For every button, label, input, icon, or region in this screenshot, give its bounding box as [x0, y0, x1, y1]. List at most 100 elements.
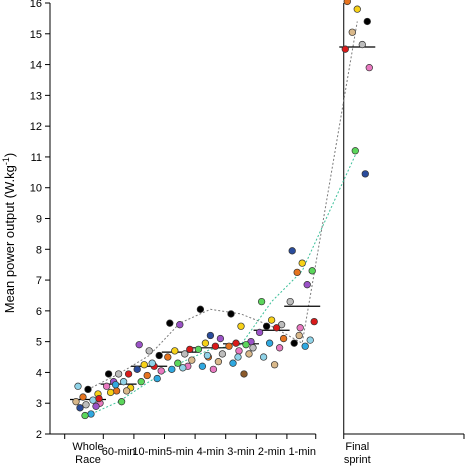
- x-tick-label: 60-min: [102, 446, 136, 458]
- data-point: [106, 388, 115, 397]
- data-point: [171, 347, 179, 355]
- x-tick-label: Final: [345, 441, 369, 453]
- data-point: [218, 350, 227, 358]
- data-point: [361, 170, 369, 178]
- y-tick-label: 5: [36, 337, 42, 349]
- x-tick-label: 2-min: [258, 446, 286, 458]
- data-point: [119, 378, 128, 386]
- x-tick-label: 1-min: [288, 446, 316, 458]
- data-point: [272, 324, 281, 332]
- data-point: [114, 370, 123, 378]
- data-point: [214, 358, 223, 366]
- data-point: [164, 353, 172, 361]
- data-point: [74, 382, 82, 390]
- data-point: [259, 353, 268, 361]
- data-point: [168, 365, 176, 374]
- y-tick-label: 12: [30, 121, 42, 133]
- data-point: [265, 339, 274, 347]
- data-point: [295, 331, 303, 340]
- data-point: [353, 5, 361, 13]
- data-point: [237, 322, 245, 330]
- data-point: [242, 341, 250, 349]
- data-point: [143, 371, 151, 380]
- data-point: [234, 353, 242, 361]
- data-point: [301, 342, 309, 350]
- data-point: [102, 382, 111, 390]
- y-tick-label: 6: [36, 306, 42, 318]
- data-point: [225, 342, 233, 350]
- data-point: [201, 339, 210, 347]
- data-point: [140, 361, 148, 369]
- data-point: [229, 359, 237, 367]
- x-tick-label: 10-min: [132, 446, 166, 458]
- trend-lines: [87, 21, 358, 416]
- data-point: [198, 362, 207, 370]
- data-point: [122, 387, 131, 395]
- y-tick-label: 10: [30, 183, 42, 195]
- data-point: [296, 324, 304, 332]
- data-point: [257, 297, 266, 306]
- data-point: [245, 350, 253, 358]
- data-point: [148, 359, 156, 367]
- y-tick-label: 16: [30, 0, 42, 10]
- data-point: [249, 344, 257, 352]
- data-point: [179, 364, 187, 372]
- data-point: [95, 394, 103, 403]
- y-tick-label: 8: [36, 244, 42, 256]
- data-point: [174, 359, 182, 367]
- data-point: [194, 345, 203, 353]
- data-point: [290, 339, 298, 347]
- data-point: [76, 404, 84, 412]
- data-point: [363, 17, 371, 26]
- data-point: [135, 341, 143, 349]
- data-point: [348, 28, 356, 36]
- data-point: [186, 345, 194, 353]
- data-point: [365, 63, 373, 72]
- data-point: [343, 0, 351, 6]
- data-point: [203, 351, 212, 360]
- data-point: [227, 310, 235, 318]
- y-axis-label: Mean power output (W.kg-1): [1, 153, 17, 314]
- data-point: [79, 393, 87, 401]
- y-tick-label: 14: [30, 60, 42, 72]
- data-point: [358, 40, 366, 49]
- y-tick-label: 3: [36, 398, 42, 410]
- data-point: [176, 321, 184, 329]
- data-point: [117, 398, 126, 406]
- data-point: [209, 365, 218, 374]
- data-point: [81, 411, 89, 420]
- trend-line-2: [87, 150, 358, 416]
- data-point: [166, 319, 174, 327]
- data-point: [206, 331, 215, 340]
- data-point: [155, 351, 163, 360]
- data-point: [157, 367, 165, 375]
- x-tick-label: 5-min: [166, 446, 194, 458]
- y-tick-label: 11: [31, 152, 42, 164]
- data-point: [87, 410, 95, 418]
- x-tick-label: sprint: [344, 454, 371, 466]
- data-point: [137, 378, 145, 386]
- mean-markers: [70, 46, 376, 401]
- x-tick-label: 3-min: [227, 446, 255, 458]
- data-point: [133, 365, 141, 374]
- data-point: [303, 281, 311, 289]
- data-point: [262, 322, 271, 330]
- y-tick-label: 4: [36, 367, 42, 379]
- y-tick-label: 15: [30, 29, 42, 41]
- data-point: [255, 328, 264, 337]
- data-point: [89, 396, 97, 404]
- data-point: [211, 342, 220, 350]
- x-tick-label: Race: [75, 454, 101, 466]
- data-point: [351, 147, 359, 155]
- data-point: [104, 370, 113, 378]
- data-point: [306, 336, 314, 344]
- data-point: [216, 334, 225, 343]
- x-tick-label: Whole: [72, 441, 103, 453]
- y-tick-label: 9: [36, 214, 42, 226]
- data-point: [188, 356, 196, 364]
- data-point: [111, 381, 120, 389]
- data-point: [72, 398, 80, 406]
- data-point: [286, 297, 294, 306]
- data-point: [293, 268, 301, 277]
- data-point: [232, 339, 240, 347]
